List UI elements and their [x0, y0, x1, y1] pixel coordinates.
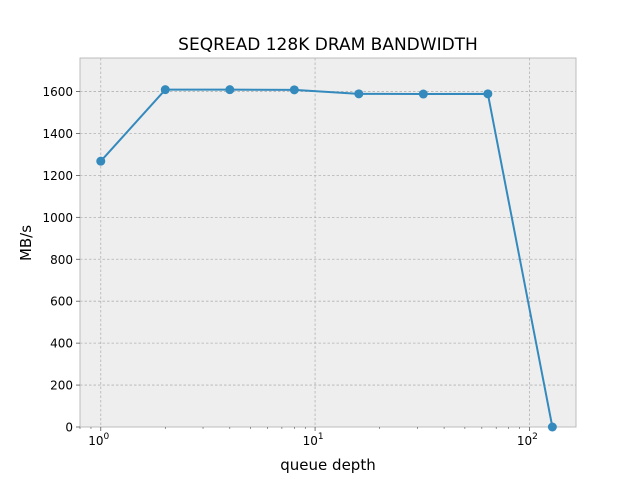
- y-tick-label: 1200: [42, 169, 73, 183]
- data-point: [96, 156, 106, 166]
- x-tick-label: 101: [303, 432, 324, 448]
- y-tick-label: 0: [65, 421, 73, 435]
- x-tick-exponent: 1: [318, 432, 324, 442]
- x-tick-label: 102: [517, 432, 538, 448]
- x-tick-base: 10: [303, 434, 318, 448]
- axes-border: [79, 57, 577, 428]
- chart-title: SEQREAD 128K DRAM BANDWIDTH: [178, 35, 478, 55]
- data-point: [418, 89, 428, 99]
- y-axis: 0 200 400 600 800 1000 1200 1400 1600: [42, 85, 80, 435]
- x-tick-exponent: 0: [104, 432, 110, 442]
- data-point: [289, 85, 299, 95]
- y-tick-label: 200: [50, 379, 73, 393]
- x-axis-label: queue depth: [280, 456, 375, 474]
- series-group: [96, 85, 557, 432]
- data-point: [354, 89, 364, 99]
- y-axis-label: MB/s: [17, 225, 35, 261]
- plot-area: [80, 58, 576, 427]
- axes-frame: [79, 57, 577, 428]
- y-tick-label: 1400: [42, 127, 73, 141]
- x-tick-exponent: 2: [532, 432, 538, 442]
- data-point: [225, 85, 235, 95]
- x-axis: 100 101 102: [79, 427, 538, 448]
- data-point: [547, 422, 557, 432]
- x-tick-base: 10: [88, 434, 103, 448]
- data-point: [483, 89, 493, 99]
- y-tick-label: 1000: [42, 211, 73, 225]
- x-tick-label: 100: [88, 432, 109, 448]
- x-tick-base: 10: [517, 434, 532, 448]
- y-tick-label: 400: [50, 337, 73, 351]
- series-line: [100, 88, 554, 428]
- y-tick-label: 800: [50, 253, 73, 267]
- data-point: [160, 85, 170, 95]
- y-tick-label: 600: [50, 295, 73, 309]
- y-tick-label: 1600: [42, 85, 73, 99]
